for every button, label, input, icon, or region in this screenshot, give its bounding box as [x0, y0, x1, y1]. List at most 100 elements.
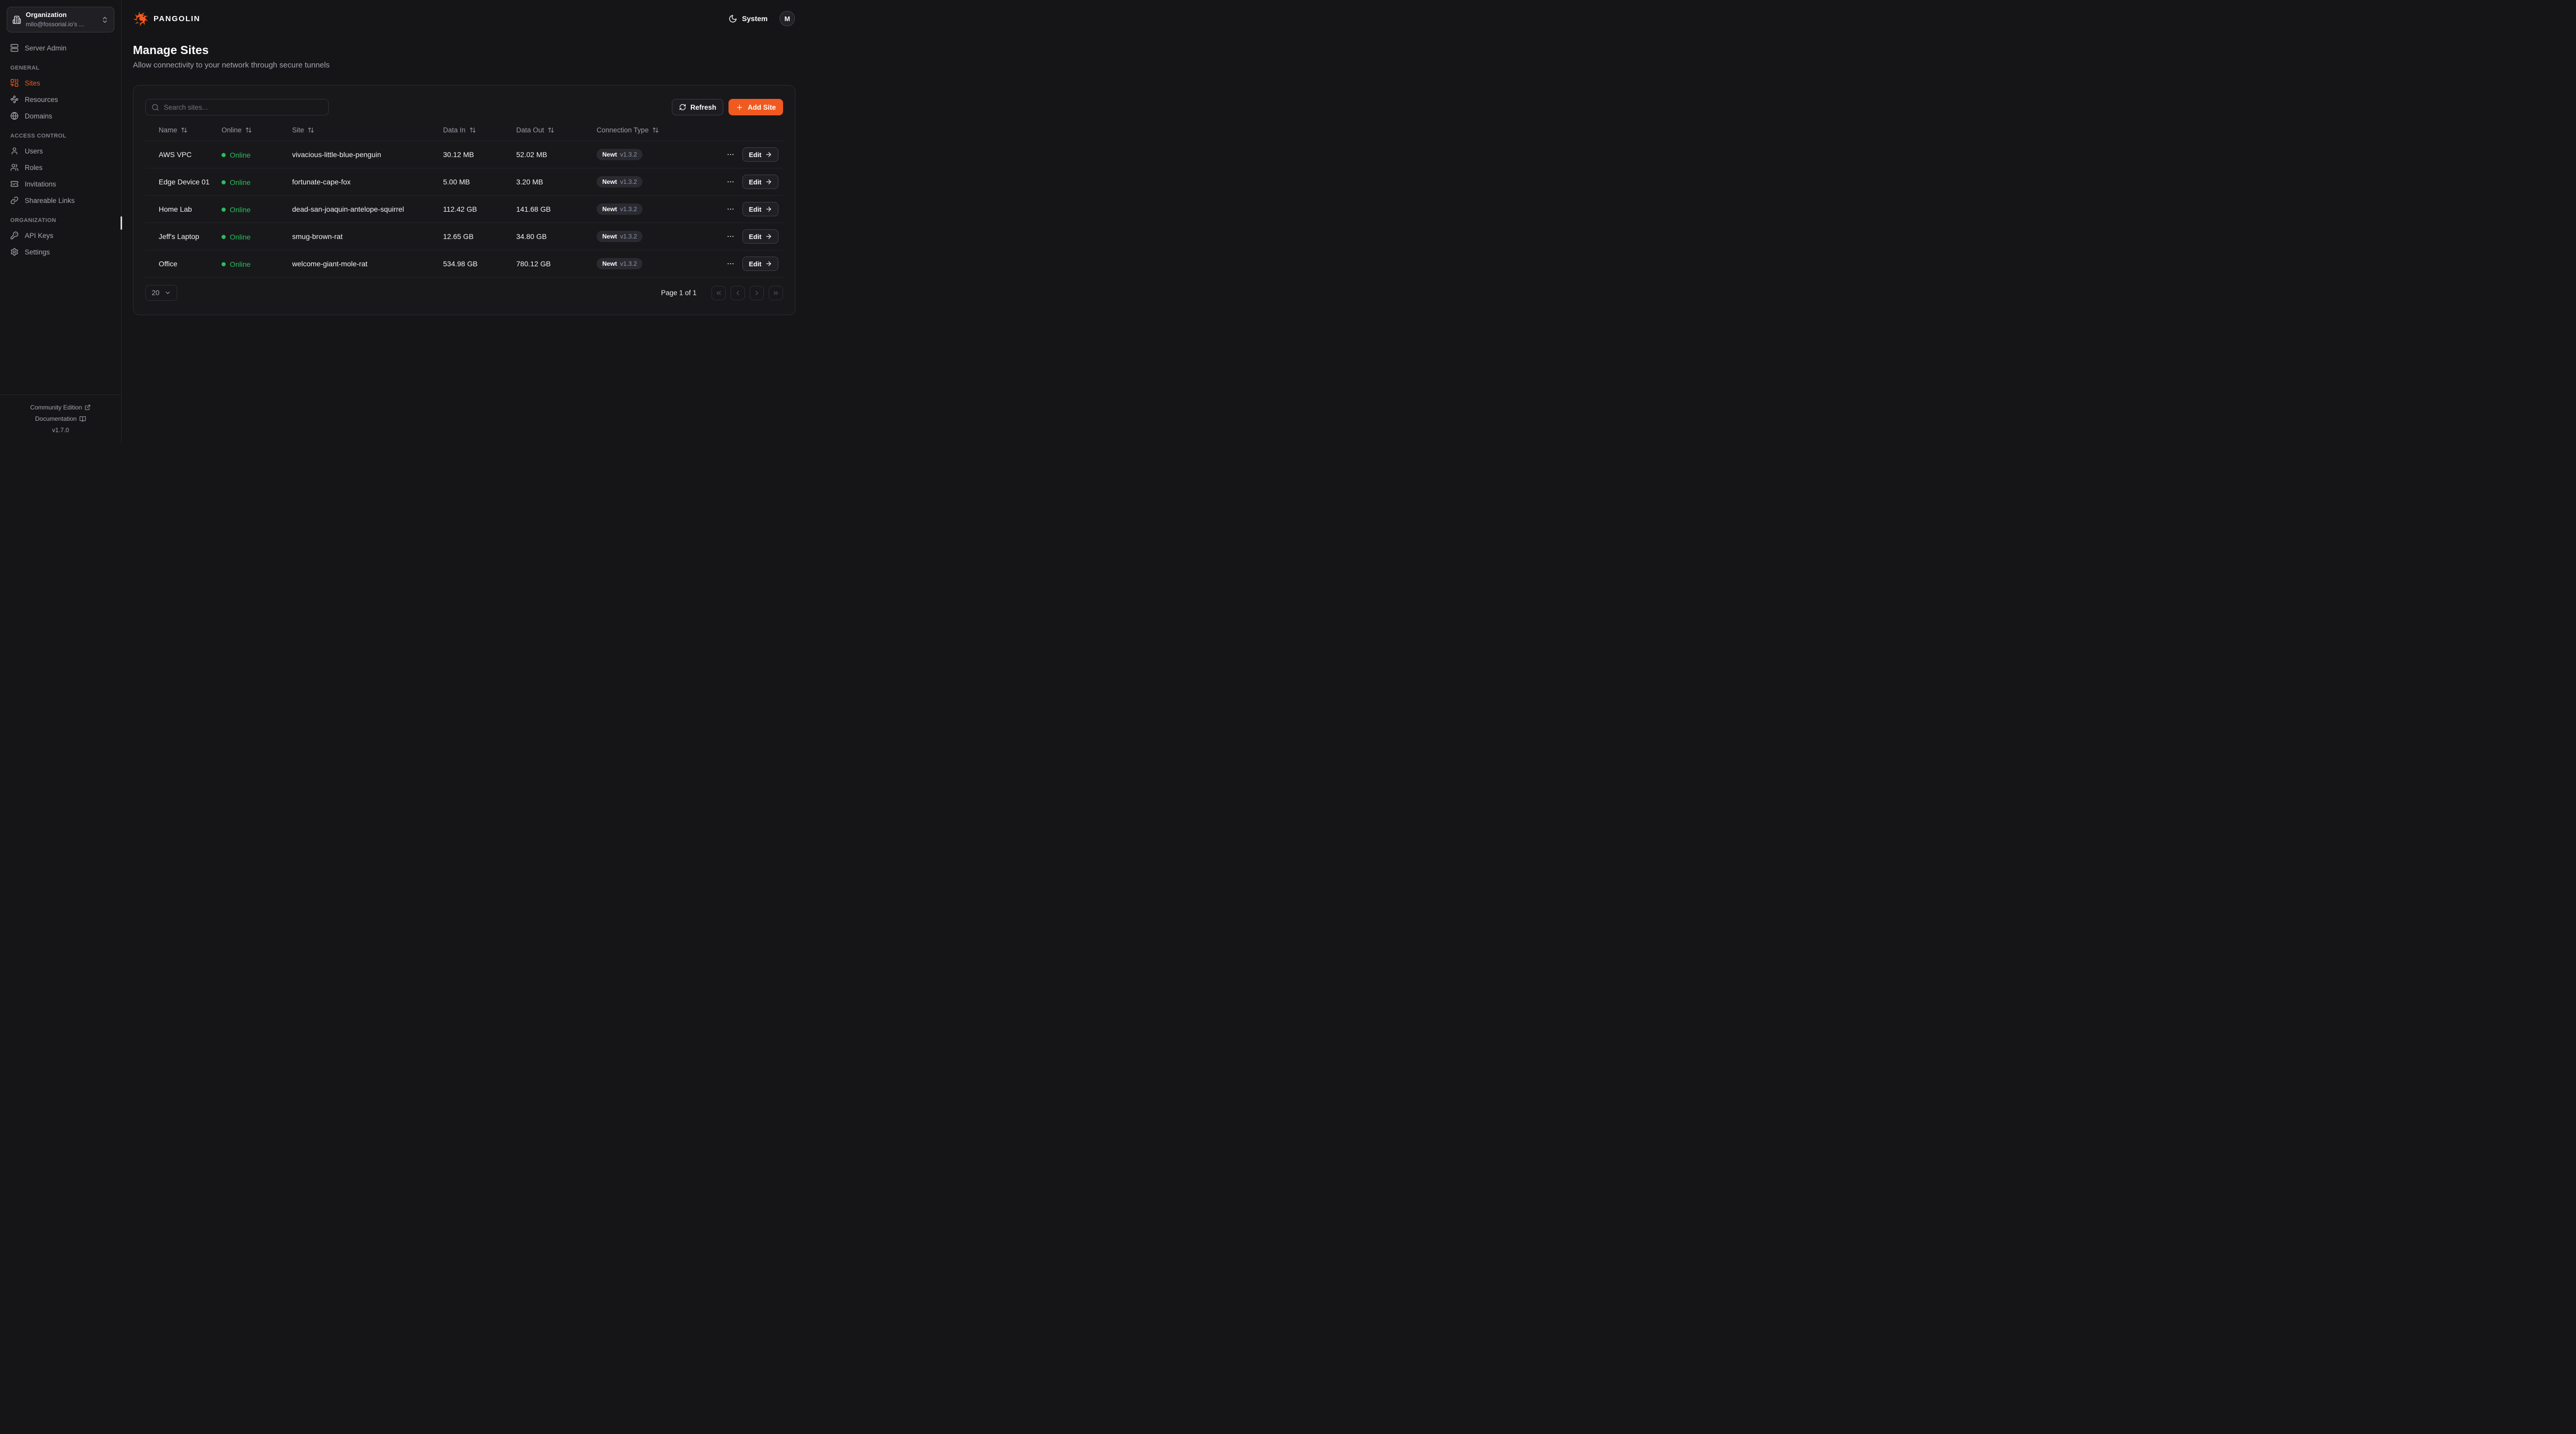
arrow-right-icon: [765, 233, 772, 240]
site-slug: fortunate-cape-fox: [292, 178, 351, 186]
column-header-name[interactable]: Name: [145, 124, 217, 141]
sidebar-item-roles[interactable]: Roles: [7, 159, 114, 176]
column-header-connection-type[interactable]: Connection Type: [592, 124, 715, 141]
sort-icon: [469, 127, 476, 133]
ellipsis-icon: [726, 260, 735, 268]
page-subtitle: Allow connectivity to your network throu…: [133, 61, 330, 70]
sidebar-footer: Community Edition Documentation v1.7.0: [0, 395, 121, 443]
sidebar-item-sites[interactable]: Sites: [7, 75, 114, 91]
sort-icon: [245, 127, 252, 133]
connection-client: Newt: [602, 233, 617, 240]
data-in-value: 30.12 MB: [443, 150, 474, 159]
table-row: Office Online welcome-giant-mole-rat 534…: [145, 250, 783, 278]
online-dot-icon: [222, 234, 226, 239]
sites-table: Name Online Site Data In Data Out Connec…: [145, 124, 783, 278]
theme-label: System: [742, 14, 768, 23]
sidebar-item-api-keys[interactable]: API Keys: [7, 227, 114, 244]
refresh-button[interactable]: Refresh: [671, 99, 724, 115]
sidebar-item-resources[interactable]: Resources: [7, 91, 114, 108]
plus-icon: [736, 104, 743, 111]
ellipsis-icon: [726, 150, 735, 159]
site-name: Jeff's Laptop: [159, 232, 199, 241]
community-edition-link[interactable]: Community Edition: [30, 402, 91, 413]
sidebar-resize-handle[interactable]: [121, 216, 122, 230]
table-row: AWS VPC Online vivacious-little-blue-pen…: [145, 141, 783, 168]
org-selector[interactable]: Organization milo@fossorial.io's ...: [7, 7, 114, 33]
pagination-right: Page 1 of 1: [661, 285, 783, 300]
edit-button[interactable]: Edit: [742, 175, 778, 189]
edit-button[interactable]: Edit: [742, 202, 778, 216]
online-status-label: Online: [230, 205, 251, 214]
add-site-button[interactable]: Add Site: [728, 99, 783, 115]
connection-version: v1.3.2: [620, 260, 637, 267]
sort-icon: [308, 127, 314, 133]
row-actions: Edit: [719, 202, 779, 216]
data-out-value: 34.80 GB: [516, 232, 547, 241]
app-root: Organization milo@fossorial.io's ... Ser…: [0, 0, 808, 443]
sidebar-item-shareable-links[interactable]: Shareable Links: [7, 192, 114, 209]
row-menu-button[interactable]: [724, 258, 737, 270]
documentation-link[interactable]: Documentation: [35, 413, 86, 424]
column-label: Site: [292, 126, 304, 134]
site-slug: vivacious-little-blue-penguin: [292, 150, 381, 159]
sidebar-item-settings[interactable]: Settings: [7, 244, 114, 260]
add-site-label: Add Site: [748, 103, 776, 111]
data-in-value: 5.00 MB: [443, 178, 470, 186]
sidebar-item-label: Invitations: [25, 180, 56, 188]
key-icon: [10, 231, 19, 240]
arrow-right-icon: [765, 178, 772, 185]
edit-label: Edit: [749, 178, 761, 186]
page-size-select[interactable]: 20: [145, 285, 177, 301]
brand-logo[interactable]: PANGOLIN: [133, 11, 200, 27]
search-input[interactable]: [164, 103, 323, 111]
edit-button[interactable]: Edit: [742, 229, 778, 244]
row-actions: Edit: [719, 229, 779, 244]
last-page-button[interactable]: [769, 285, 783, 300]
section-label-organization: ORGANIZATION: [10, 217, 56, 224]
edit-button[interactable]: Edit: [742, 147, 778, 162]
row-menu-button[interactable]: [724, 230, 737, 243]
connection-type-badge: Newt v1.3.2: [597, 149, 643, 160]
sidebar-item-label: Shareable Links: [25, 196, 75, 204]
sidebar-item-server-admin[interactable]: Server Admin: [7, 40, 114, 56]
online-status: Online: [222, 260, 250, 268]
page-size-value: 20: [151, 289, 160, 297]
sidebar-item-users[interactable]: Users: [7, 143, 114, 159]
app-version: v1.7.0: [52, 426, 69, 434]
community-edition-label: Community Edition: [30, 404, 82, 411]
connection-type-badge: Newt v1.3.2: [597, 231, 643, 242]
table-row: Jeff's Laptop Online smug-brown-rat 12.6…: [145, 223, 783, 250]
data-in-value: 12.65 GB: [443, 232, 474, 241]
next-page-button[interactable]: [750, 285, 764, 300]
search-box: [145, 99, 329, 115]
section-label-general: GENERAL: [10, 65, 40, 72]
column-header-data-in[interactable]: Data In: [439, 124, 512, 141]
site-name: Home Lab: [159, 205, 192, 213]
sidebar-item-domains[interactable]: Domains: [7, 108, 114, 124]
row-menu-button[interactable]: [724, 203, 737, 215]
connection-version: v1.3.2: [620, 206, 637, 213]
column-label: Data Out: [516, 126, 545, 134]
chevrons-left-icon: [715, 289, 722, 297]
online-status-label: Online: [230, 232, 251, 241]
column-header-site[interactable]: Site: [288, 124, 439, 141]
connection-version: v1.3.2: [620, 178, 637, 185]
online-dot-icon: [222, 262, 226, 266]
user-menu-avatar[interactable]: M: [779, 11, 795, 26]
link-icon: [10, 196, 19, 204]
column-header-online[interactable]: Online: [217, 124, 288, 141]
column-header-data-out[interactable]: Data Out: [512, 124, 592, 141]
theme-toggle[interactable]: System: [728, 14, 768, 23]
table-row: Home Lab Online dead-san-joaquin-antelop…: [145, 195, 783, 223]
brand-name: PANGOLIN: [154, 14, 200, 23]
connection-client: Newt: [602, 178, 617, 185]
sidebar-item-label: Users: [25, 147, 43, 155]
sidebar-item-invitations[interactable]: Invitations: [7, 176, 114, 192]
row-menu-button[interactable]: [724, 148, 737, 161]
connection-version: v1.3.2: [620, 233, 637, 240]
first-page-button[interactable]: [711, 285, 726, 300]
edit-button[interactable]: Edit: [742, 257, 778, 271]
refresh-icon: [679, 104, 686, 111]
previous-page-button[interactable]: [731, 285, 745, 300]
row-menu-button[interactable]: [724, 176, 737, 188]
